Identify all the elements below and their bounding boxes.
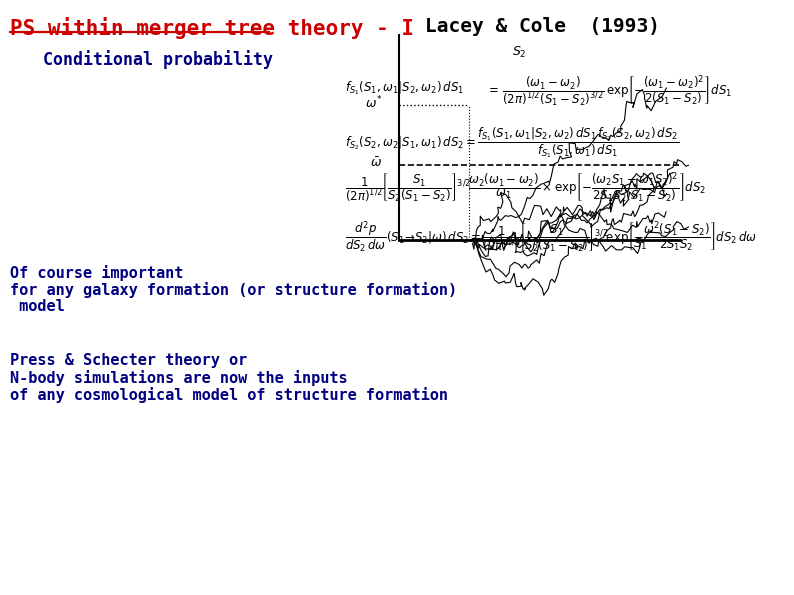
Text: Conditional probability: Conditional probability [44,50,273,69]
Text: Press & Schecter theory or: Press & Schecter theory or [10,353,248,368]
Text: $f_{S_2}(S_2, \omega_2|S_1, \omega_1)\,dS_2=\dfrac{f_{S_1}(S_1,\omega_1|S_2,\ome: $f_{S_2}(S_2, \omega_2|S_1, \omega_1)\,d… [345,125,680,160]
Text: $\bar{\omega}$: $\bar{\omega}$ [370,156,382,170]
Text: $\dfrac{d^2p}{dS_2\,d\omega}(S_1\!\to\! S_2|\omega)\,dS_2=\dfrac{1}{(2\pi)^{1/2}: $\dfrac{d^2p}{dS_2\,d\omega}(S_1\!\to\! … [345,220,757,255]
Text: $\omega^{*}$: $\omega^{*}$ [364,95,382,111]
Text: of any cosmological model of structure formation: of any cosmological model of structure f… [10,387,449,403]
Text: for any galaxy formation (or structure formation): for any galaxy formation (or structure f… [10,282,457,298]
Text: $S_1$: $S_1$ [634,237,648,252]
Text: model: model [10,299,65,314]
Text: Lacey & Cole  (1993): Lacey & Cole (1993) [426,17,660,36]
Text: $=\,\dfrac{(\omega_1 - \omega_2)}{(2\pi)^{1/2}(S_1-S_2)^{3/2}}\,\exp\!\left[-\df: $=\,\dfrac{(\omega_1 - \omega_2)}{(2\pi)… [486,73,732,109]
Text: Of course important: Of course important [10,265,183,281]
Text: $\dfrac{1}{(2\pi)^{1/2}}\!\left[\dfrac{S_1}{S_2(S_1-S_2)}\right]^{3/2}\!\dfrac{\: $\dfrac{1}{(2\pi)^{1/2}}\!\left[\dfrac{S… [345,170,707,205]
Text: N-body simulations are now the inputs: N-body simulations are now the inputs [10,370,348,386]
Text: $S_2$: $S_2$ [512,45,526,60]
Text: PS within merger tree theory - I: PS within merger tree theory - I [10,17,414,39]
Text: $f_{S_1}(S_1, \omega_1|S_2, \omega_2)\,dS_1$: $f_{S_1}(S_1, \omega_1|S_2, \omega_2)\,d… [345,79,464,96]
